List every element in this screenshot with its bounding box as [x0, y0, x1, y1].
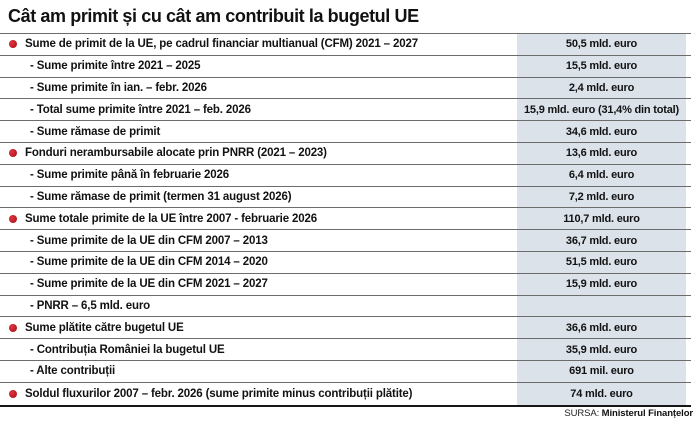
row-label-cell: - Total sume primite între 2021 – feb. 2… [0, 99, 517, 120]
table-row: Sume plătite către bugetul UE 36,6 mld. e… [0, 317, 691, 340]
table-row: - Sume primite de la UE din CFM 2021 – 2… [0, 273, 691, 296]
row-label: - Contribuția României la bugetul UE [30, 343, 225, 356]
bullet-icon [9, 389, 17, 398]
row-label-cell: - PNRR – 6,5 mld. euro [0, 296, 517, 317]
row-label: - Sume rămase de primit [30, 125, 161, 138]
table-row: Fonduri nerambursabile alocate prin PNRR… [0, 142, 691, 165]
row-label: - Sume primite de la UE din CFM 2007 – 2… [30, 234, 268, 247]
row-value: 15,9 mld. euro [517, 273, 686, 295]
row-value: 110,7 mld. euro [517, 208, 686, 230]
row-label: - Sume rămase de primit (termen 31 augus… [30, 190, 292, 203]
row-label: Sume plătite către bugetul UE [25, 321, 184, 334]
row-value: 34,6 mld. euro [517, 121, 686, 142]
row-label-cell: - Sume rămase de primit (termen 31 augus… [0, 187, 517, 208]
bullet-icon [9, 149, 17, 158]
row-label-cell: - Sume primite de la UE din CFM 2007 – 2… [0, 230, 517, 251]
table-row: - Sume primite de la UE din CFM 2007 – 2… [0, 230, 691, 252]
row-label-cell: - Sume primite până în februarie 2026 [0, 165, 517, 186]
row-label-cell: Soldul fluxurilor 2007 – febr. 2026 (sum… [0, 383, 517, 405]
table-row: - Alte contribuții 691 mil. euro [0, 360, 691, 383]
table-row: - Sume rămase de primit (termen 31 augus… [0, 186, 691, 209]
row-label: - Sume primite în ian. – febr. 2026 [30, 81, 207, 94]
row-value: 35,9 mld. euro [517, 339, 686, 360]
table-row: - Sume primite de la UE din CFM 2014 – 2… [0, 251, 691, 274]
row-label: Sume de primit de la UE, pe cadrul finan… [25, 38, 418, 51]
row-label-cell: - Sume rămase de primit [0, 121, 517, 142]
row-label: - Total sume primite între 2021 – feb. 2… [30, 103, 251, 116]
row-value: 7,2 mld. euro [517, 186, 686, 208]
table-row: - Sume primite în ian. – febr. 2026 2,4 m… [0, 77, 691, 100]
row-label-cell: - Sume primite de la UE din CFM 2021 – 2… [0, 274, 517, 295]
row-label-cell: Sume totale primite de la UE între 2007 … [0, 208, 517, 229]
row-value [517, 295, 686, 317]
row-value: 51,5 mld. euro [517, 251, 686, 273]
bullet-icon [9, 40, 17, 49]
table-row: - Sume rămase de primit 34,6 mld. euro [0, 121, 691, 143]
table-row: - PNRR – 6,5 mld. euro [0, 295, 691, 318]
source-prefix: SURSA: [564, 408, 600, 419]
table-row: Sume de primit de la UE, pe cadrul finan… [0, 34, 691, 56]
row-value: 15,5 mld. euro [517, 55, 686, 77]
row-label: Soldul fluxurilor 2007 – febr. 2026 (sum… [25, 387, 413, 400]
row-label-cell: - Sume primite între 2021 – 2025 [0, 56, 517, 77]
row-value: 36,6 mld. euro [517, 317, 686, 339]
page-title: Cât am primit și cu cât am contribuit la… [8, 6, 419, 26]
row-value: 15,9 mld. euro (31,4% din total) [517, 99, 686, 121]
row-value: 13,6 mld. euro [517, 142, 686, 164]
row-value: 50,5 mld. euro [517, 34, 686, 55]
row-label-cell: - Sume primite în ian. – febr. 2026 [0, 78, 517, 99]
bullet-icon [9, 323, 17, 332]
row-value: 36,7 mld. euro [517, 230, 686, 251]
row-label: - PNRR – 6,5 mld. euro [30, 299, 151, 312]
table-row: - Sume primite între 2021 – 2025 15,5 mld… [0, 55, 691, 78]
table-row: Sume totale primite de la UE între 2007 … [0, 208, 691, 231]
row-label: Fonduri nerambursabile alocate prin PNRR… [25, 147, 327, 160]
row-value: 691 mil. euro [517, 360, 686, 382]
bullet-icon [9, 214, 17, 223]
row-label-cell: Sume plătite către bugetul UE [0, 317, 517, 338]
row-label-cell: - Sume primite de la UE din CFM 2014 – 2… [0, 252, 517, 273]
row-label-cell: - Alte contribuții [0, 361, 517, 382]
row-value: 6,4 mld. euro [517, 164, 686, 186]
source-name: Ministerul Finanțelor [601, 408, 693, 419]
row-value: 2,4 mld. euro [517, 77, 686, 99]
row-label-cell: - Contribuția României la bugetul UE [0, 339, 517, 360]
row-label: - Sume primite de la UE din CFM 2014 – 2… [30, 256, 268, 269]
row-label-cell: Fonduri nerambursabile alocate prin PNRR… [0, 143, 517, 164]
table-row: - Total sume primite între 2021 – feb. 2… [0, 99, 691, 122]
row-label: Sume totale primite de la UE între 2007 … [25, 212, 317, 225]
row-label-cell: Sume de primit de la UE, pe cadrul finan… [0, 34, 517, 55]
row-value: 74 mld. euro [517, 382, 686, 405]
budget-table: Sume de primit de la UE, pe cadrul finan… [0, 33, 691, 407]
row-label: - Sume primite până în februarie 2026 [30, 169, 229, 182]
table-row: - Contribuția României la bugetul UE 35,9… [0, 339, 691, 361]
row-label: - Sume primite între 2021 – 2025 [30, 60, 201, 73]
row-label: - Alte contribuții [30, 365, 116, 378]
table-row: - Sume primite până în februarie 2026 6,4… [0, 164, 691, 187]
table-row: Soldul fluxurilor 2007 – febr. 2026 (sum… [0, 382, 691, 405]
source-line: SURSA: Ministerul Finanțelor [564, 408, 693, 419]
row-label: - Sume primite de la UE din CFM 2021 – 2… [30, 278, 268, 291]
